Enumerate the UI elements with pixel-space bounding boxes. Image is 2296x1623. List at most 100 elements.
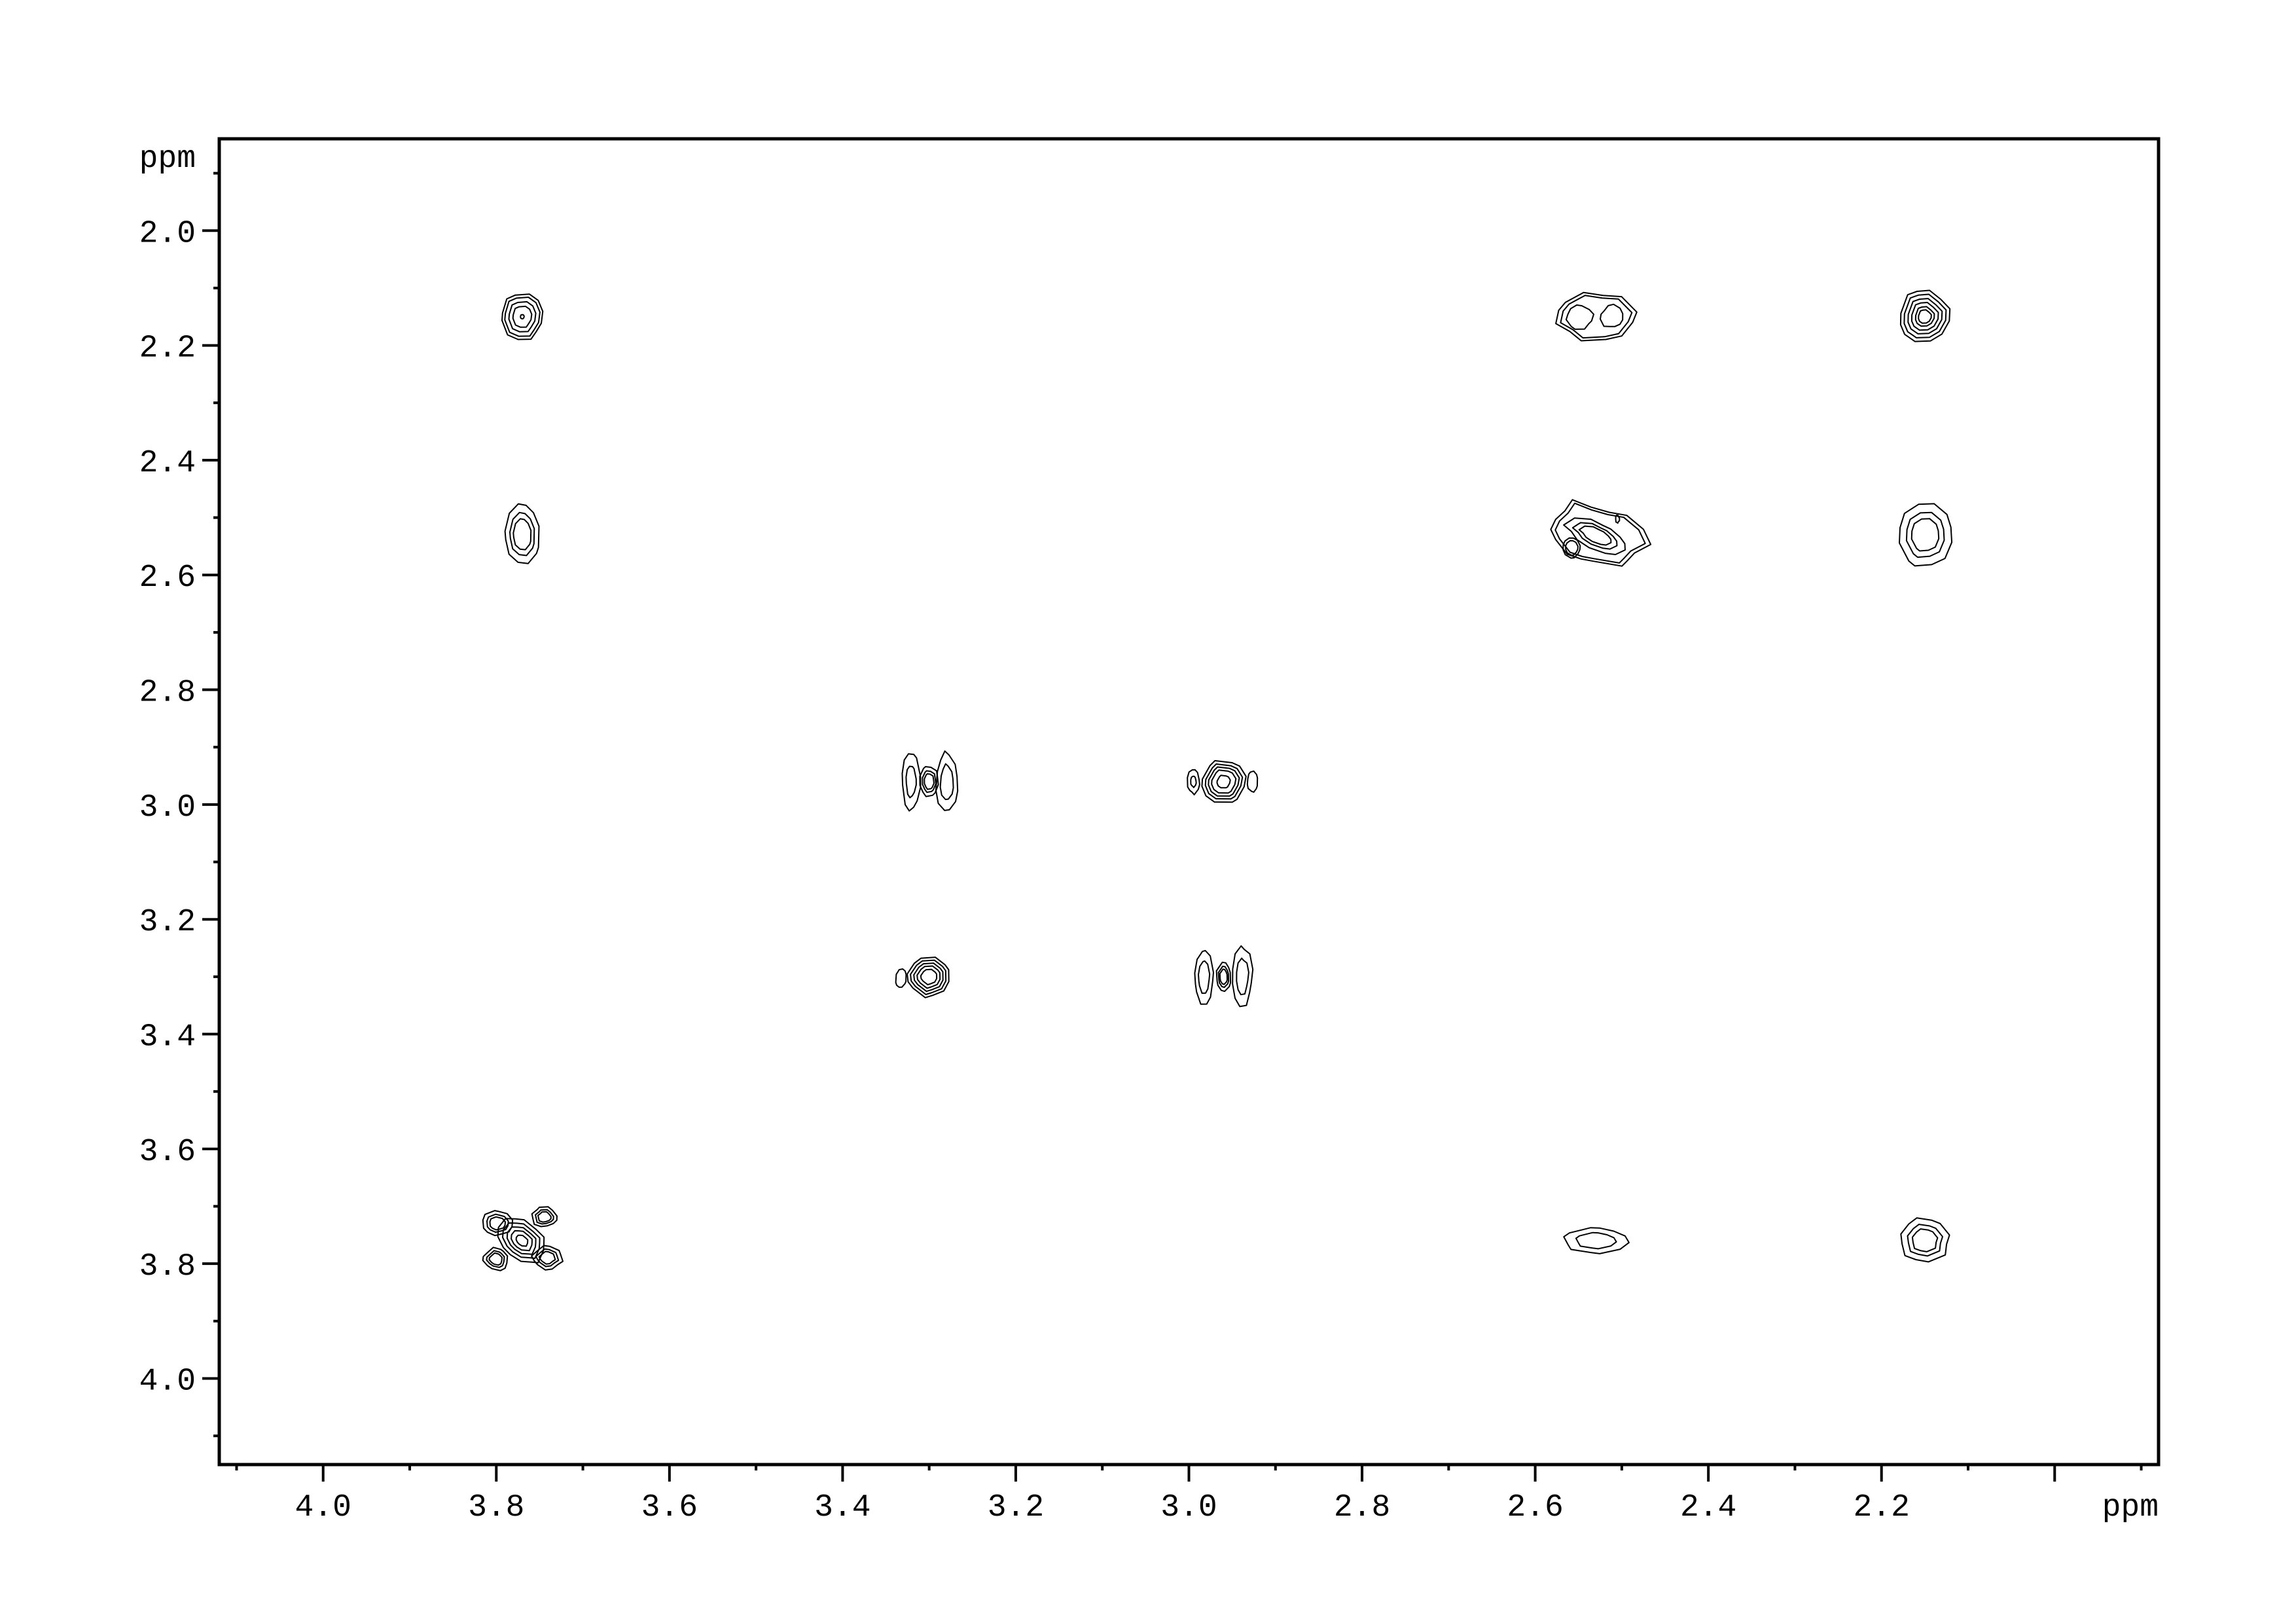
contour-ring (1232, 945, 1254, 1008)
contour-ring (1900, 1217, 1950, 1263)
contour-ring (1563, 1227, 1630, 1254)
diagonal-peak-f2-2.53-f1-2.53 (1550, 499, 1652, 567)
x-axis-tick-label: 2.4 (1680, 1490, 1736, 1525)
contour-ring (520, 314, 525, 319)
y-axis-unit-label: ppm (139, 141, 196, 177)
x-axis-tick-label: 3.0 (1160, 1490, 1217, 1525)
y-axis-tick-label: 3.2 (139, 905, 196, 940)
contour-ring (537, 1211, 552, 1223)
x-axis-tick-label: 4.0 (295, 1490, 351, 1525)
contour-ring (1578, 525, 1612, 546)
contour-ring (939, 763, 954, 801)
x-axis-tick-label: 3.8 (468, 1490, 524, 1525)
y-axis-tick-label: 2.8 (139, 676, 196, 711)
contour-ring (913, 962, 944, 993)
contour-ring (486, 1213, 509, 1233)
contour-ring (1565, 304, 1594, 330)
contour-ring (924, 773, 935, 790)
contour-ring (504, 503, 540, 564)
contour-ring (901, 753, 922, 812)
contour-ring (512, 518, 532, 551)
contour-ring (1554, 502, 1646, 564)
contour-ring (538, 1250, 556, 1265)
contour-ring (1565, 539, 1579, 556)
cross-peak-f2-2.53-f1-2.15 (1555, 291, 1638, 342)
contour-ring (1219, 968, 1228, 985)
contour-ring (1918, 309, 1932, 324)
cross-peak-f2-2.15-f1-2.53 (1899, 503, 1953, 567)
diagonal-peak-f2-2.96-f1-2.96 (1187, 759, 1259, 803)
contour-ring (515, 1234, 529, 1247)
contour-ring (905, 765, 917, 799)
contour-ring (1201, 759, 1247, 803)
contour-ring (1910, 518, 1940, 552)
contour-ring (1194, 950, 1214, 1005)
contour-ring (1560, 295, 1633, 339)
contour-ring (502, 1222, 541, 1259)
contour-ring (1905, 511, 1945, 558)
contour-ring (531, 1245, 564, 1271)
cross-peak-f2-3.30-f1-2.96 (901, 750, 959, 812)
contour-ring (1216, 775, 1231, 789)
contour-ring (482, 1247, 509, 1271)
contour-ring (1911, 1228, 1939, 1252)
y-axis-tick-label: 4.0 (139, 1364, 196, 1400)
contour-ring (535, 1248, 560, 1267)
x-axis-tick-label: 3.6 (641, 1490, 698, 1525)
axes: 4.0 3.8 3.6 3.4 3.2 3.0 2.8 2.6 2.4 2.2 ppm 2.0 2.2 2… (139, 141, 2159, 1525)
contour-ring (895, 968, 907, 988)
contour-ring (1211, 769, 1237, 794)
contour-ring (504, 297, 541, 337)
y-axis-tick-label: 2.4 (139, 446, 196, 481)
x-axis-unit-label: ppm (2102, 1490, 2159, 1525)
x-axis-tick-label: 2.6 (1507, 1490, 1563, 1525)
y-axis-tick-label: 2.0 (139, 216, 196, 251)
contour-ring (1899, 503, 1953, 567)
contour-ring (1914, 306, 1935, 327)
contour-ring (1550, 499, 1652, 567)
diagonal-peak-f2-2.15-f1-2.15 (1899, 289, 1951, 342)
contour-ring (1907, 1224, 1943, 1257)
contour-ring (508, 301, 537, 333)
x-axis-tick-label: 3.4 (814, 1490, 870, 1525)
contour-ring (1615, 514, 1621, 524)
y-axis-tick-label: 2.6 (139, 560, 196, 596)
contour-ring (1907, 298, 1943, 335)
contour-ring (482, 1210, 514, 1237)
contour-ring (486, 1250, 505, 1268)
contour-ring (910, 959, 947, 995)
diagonal-peak-f2-3.77-f1-3.76 (482, 1206, 564, 1271)
x-axis-tick-label: 2.2 (1854, 1490, 1910, 1525)
contour-ring (906, 957, 950, 998)
contour-ring (501, 293, 544, 340)
contour-ring (1571, 522, 1618, 550)
contour-peaks (482, 289, 1953, 1271)
contour-ring (1555, 291, 1638, 342)
contour-ring (1562, 537, 1581, 559)
contour-ring (1236, 957, 1249, 996)
contour-ring (920, 968, 938, 985)
contour-ring (511, 1230, 533, 1252)
contour-ring (1187, 769, 1200, 795)
cross-peak-f2-2.15-f1-3.76 (1900, 1217, 1950, 1263)
y-axis-tick-label: 3.4 (139, 1020, 196, 1055)
diagonal-peak-f2-3.30-f1-3.30 (895, 957, 950, 998)
cross-peak-f2-3.77-f1-2.15 (501, 293, 544, 340)
y-axis-tick-label: 3.0 (139, 790, 196, 826)
y-axis-tick-label: 2.2 (139, 331, 196, 367)
contour-ring (1208, 766, 1240, 797)
plot-frame (217, 137, 2161, 1467)
contour-ring (1563, 517, 1626, 555)
contour-ring (1215, 961, 1232, 993)
y-axis-tick-label: 3.8 (139, 1249, 196, 1285)
contour-ring (1899, 289, 1951, 342)
contour-ring (531, 1206, 558, 1228)
cross-peak-f2-2.96-f1-3.30 (1194, 945, 1254, 1008)
contour-ring (488, 1252, 503, 1266)
contour-ring (919, 766, 939, 797)
contour-ring (1190, 775, 1197, 788)
contour-ring (1600, 303, 1624, 327)
contour-ring (935, 750, 959, 811)
